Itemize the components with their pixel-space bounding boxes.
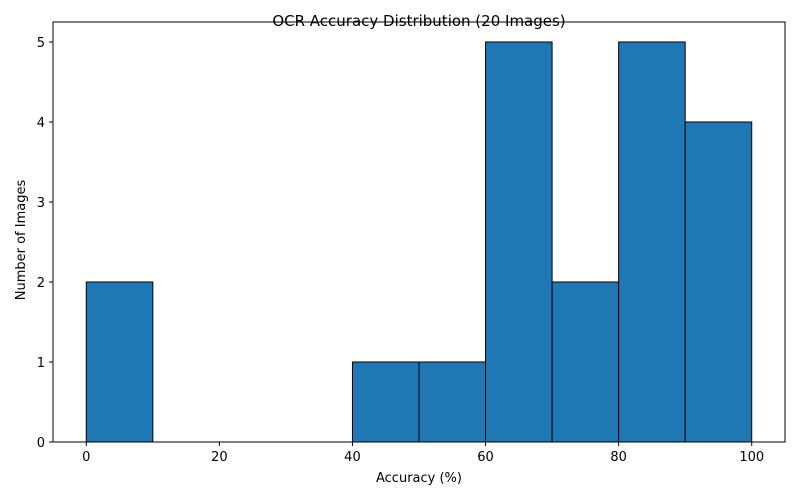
y-tick-label: 3 (37, 196, 45, 211)
histogram-bar (351, 361, 420, 443)
x-tick-label: 80 (610, 450, 627, 465)
x-axis-ticks: 0 20 40 60 80 100 (82, 442, 764, 465)
histogram-bar (684, 121, 753, 443)
y-axis-ticks: 0 1 2 3 4 5 (37, 36, 53, 451)
plot-frame (52, 21, 786, 443)
x-tick-label: 40 (344, 450, 361, 465)
y-tick-label: 0 (37, 436, 45, 451)
histogram-bar (85, 281, 154, 443)
y-axis-label: Number of Images (14, 180, 29, 301)
x-tick-label: 60 (477, 450, 494, 465)
histogram-bar (485, 41, 553, 443)
y-tick-label: 4 (37, 116, 45, 131)
y-tick-label: 1 (37, 356, 45, 371)
chart-title: OCR Accuracy Distribution (20 Images) (272, 12, 565, 30)
bars-group (85, 41, 753, 443)
histogram-bar (618, 41, 686, 443)
y-tick-label: 5 (37, 36, 45, 51)
y-tick-label: 2 (37, 276, 45, 291)
x-tick-label: 100 (739, 450, 764, 465)
x-tick-label: 20 (211, 450, 228, 465)
x-axis-label: Accuracy (%) (376, 471, 462, 486)
x-tick-label: 0 (82, 450, 90, 465)
histogram-bar (551, 281, 620, 443)
histogram-bar (418, 361, 487, 443)
